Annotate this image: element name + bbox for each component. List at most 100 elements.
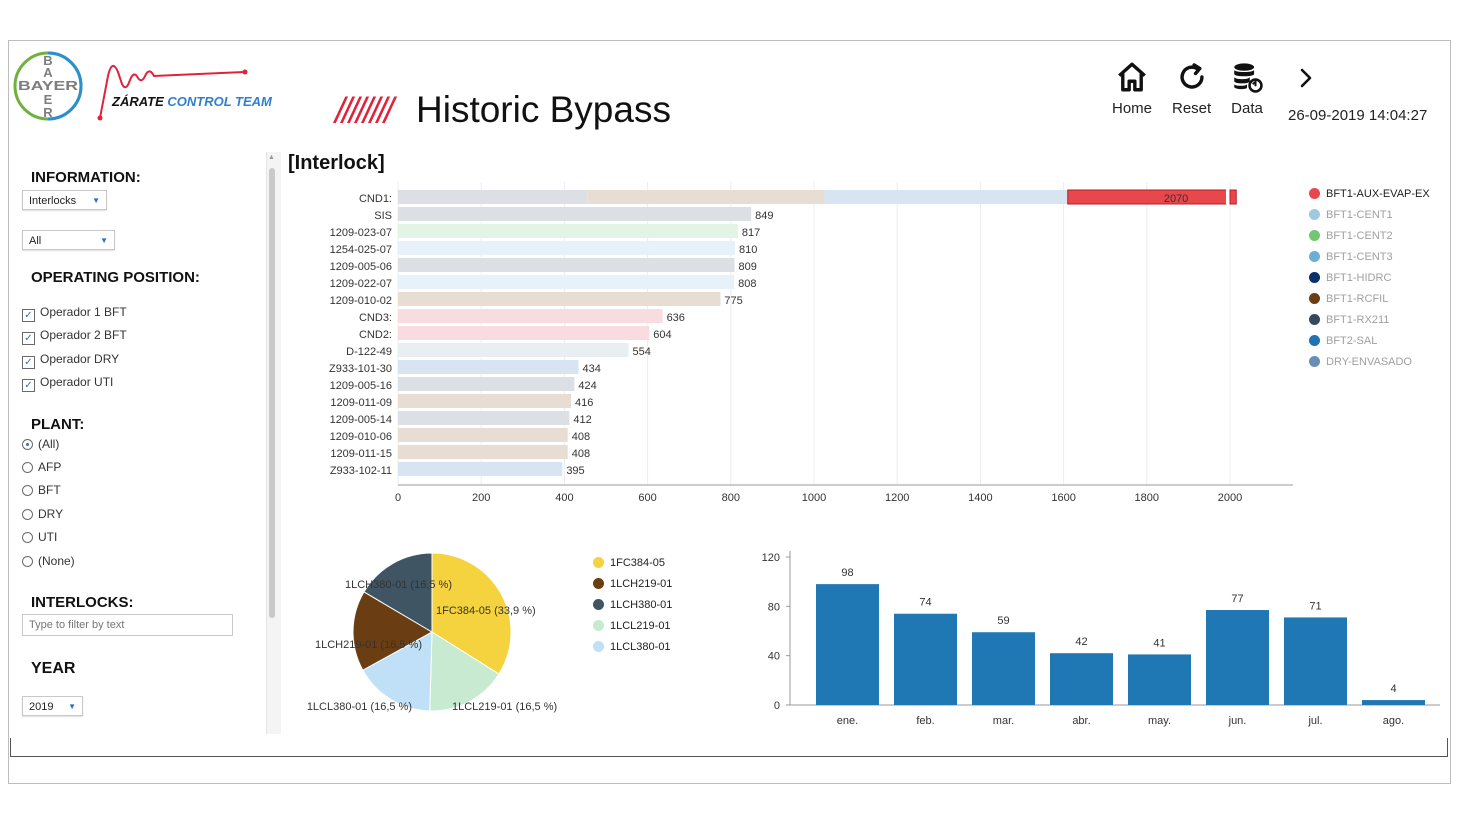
pie-legend-item[interactable]: 1LCH380-01 xyxy=(593,599,672,611)
next-button[interactable] xyxy=(1296,66,1316,96)
zarate-control-team-logo xyxy=(97,65,248,121)
legend-item[interactable]: BFT1-CENT2 xyxy=(1309,230,1393,242)
plant-radio-dry[interactable]: DRY xyxy=(22,507,63,521)
operator-checkbox-1[interactable]: ✓ Operador 1 BFT xyxy=(22,305,127,322)
bottom-divider-left xyxy=(10,738,11,756)
bar xyxy=(398,309,663,323)
legend-swatch xyxy=(1309,356,1320,367)
bar xyxy=(398,241,735,255)
category-label: 1209-010-06 xyxy=(330,431,392,443)
data-button[interactable]: Data xyxy=(1230,60,1264,117)
operating-position-heading: OPERATING POSITION: xyxy=(31,269,200,286)
dropdown-caret-icon: ▼ xyxy=(68,702,76,711)
pie-legend-item[interactable]: 1LCL219-01 xyxy=(593,620,671,632)
operator-checkbox-dry[interactable]: ✓ Operador DRY xyxy=(22,352,119,369)
interlock-filter-input[interactable] xyxy=(22,614,233,636)
x-tick-label: 1200 xyxy=(885,492,909,504)
legend-label: 1LCL219-01 xyxy=(610,620,671,632)
datetime-display: 26-09-2019 14:04:27 xyxy=(1288,107,1428,124)
bar xyxy=(398,258,735,272)
zarate-control-team-text: ZÁRATE CONTROL TEAM xyxy=(112,94,272,109)
legend-swatch xyxy=(1309,272,1320,283)
pie-legend-item[interactable]: 1FC384-05 xyxy=(593,557,665,569)
checkbox-check-icon: ✓ xyxy=(22,309,35,322)
operator-checkbox-2[interactable]: ✓ Operador 2 BFT xyxy=(22,328,127,345)
category-label: CND2: xyxy=(359,329,392,341)
legend-item[interactable]: BFT1-RX211 xyxy=(1309,314,1389,326)
bar-value-label: 817 xyxy=(742,227,760,239)
pie-legend-item[interactable]: 1LCH219-01 xyxy=(593,578,672,590)
home-button[interactable]: Home xyxy=(1112,60,1152,117)
legend-label: BFT1-RCFIL xyxy=(1326,293,1389,305)
pie-slice xyxy=(431,552,512,675)
plant-radio-all[interactable]: (All) xyxy=(22,437,59,451)
legend-swatch xyxy=(593,599,604,610)
x-tick-label: 2000 xyxy=(1218,492,1242,504)
legend-swatch xyxy=(593,641,604,652)
x-tick-label: 1400 xyxy=(968,492,992,504)
legend-item[interactable]: BFT2-SAL xyxy=(1309,335,1377,347)
plant-radio-afp[interactable]: AFP xyxy=(22,460,61,474)
bar-value-label: 77 xyxy=(1231,593,1243,605)
dropdown-caret-icon: ▼ xyxy=(92,196,100,205)
category-label: 1209-010-02 xyxy=(330,295,392,307)
legend-item[interactable]: BFT1-AUX-EVAP-EX xyxy=(1309,188,1430,200)
page-title: Historic Bypass xyxy=(416,89,671,130)
legend-item[interactable]: BFT1-CENT1 xyxy=(1309,209,1393,221)
bar xyxy=(1362,700,1425,705)
plant-radio-none[interactable]: (None) xyxy=(22,554,75,568)
reset-button[interactable]: Reset xyxy=(1172,60,1211,117)
section-title: [Interlock] xyxy=(288,152,385,174)
x-tick-label: jul. xyxy=(1307,715,1322,727)
plant-radio-bft[interactable]: BFT xyxy=(22,483,61,497)
category-label: 1209-022-07 xyxy=(330,278,392,290)
category-label: SIS xyxy=(374,210,392,222)
bar xyxy=(816,584,879,705)
x-tick-label: jun. xyxy=(1228,715,1247,727)
plant-radio-uti[interactable]: UTI xyxy=(22,530,57,544)
svg-text:E: E xyxy=(44,92,53,107)
legend-item[interactable]: BFT1-CENT3 xyxy=(1309,251,1393,263)
legend-swatch xyxy=(1309,251,1320,262)
operator-checkbox-uti[interactable]: ✓ Operador UTI xyxy=(22,375,113,392)
bar-value-label: 412 xyxy=(573,414,591,426)
x-tick-label: ago. xyxy=(1383,715,1404,727)
legend-swatch xyxy=(1309,230,1320,241)
legend-label: BFT1-HIDRC xyxy=(1326,272,1392,284)
bar xyxy=(398,326,650,340)
scroll-up-arrow-icon[interactable]: ▲ xyxy=(268,154,275,161)
legend-item[interactable]: DRY-ENVASADO xyxy=(1309,356,1412,368)
legend-swatch xyxy=(1309,314,1320,325)
bar-value-label: 604 xyxy=(653,329,671,341)
legend-item[interactable]: BFT1-HIDRC xyxy=(1309,272,1391,284)
bar xyxy=(1128,654,1191,705)
category-label: 1209-005-16 xyxy=(330,380,392,392)
bar-value-label: 395 xyxy=(566,465,584,477)
bar-value-label: 636 xyxy=(667,312,685,324)
category-label: Z933-101-30 xyxy=(329,363,392,375)
sidebar-scroll-thumb[interactable] xyxy=(269,168,275,618)
information-select[interactable]: Interlocks ▼ xyxy=(22,190,107,210)
bar xyxy=(1206,610,1269,705)
interlock-pie-chart: 1FC384-05 (33,9 %) 1LCL219-01 (16,5 %) 1LC… xyxy=(307,552,557,713)
pie-legend-item[interactable]: 1LCL380-01 xyxy=(593,641,671,653)
bar xyxy=(398,411,570,425)
x-tick-label: feb. xyxy=(916,715,934,727)
bar xyxy=(398,292,721,306)
year-select[interactable]: 2019 ▼ xyxy=(22,696,83,716)
legend-label: BFT1-CENT1 xyxy=(1326,209,1393,221)
bar xyxy=(398,360,579,374)
bar-value-label: 810 xyxy=(739,244,757,256)
bar xyxy=(398,394,572,408)
bar xyxy=(398,224,738,238)
svg-text:A: A xyxy=(43,65,53,80)
bar-value-label: 42 xyxy=(1075,636,1087,648)
legend-item[interactable]: BFT1-RCFIL xyxy=(1309,293,1388,305)
legend-swatch xyxy=(593,557,604,568)
scope-select[interactable]: All ▼ xyxy=(22,230,115,250)
legend-swatch xyxy=(1309,335,1320,346)
category-label: 1209-011-15 xyxy=(330,448,392,460)
bar-value-label: 424 xyxy=(578,380,596,392)
bar xyxy=(398,343,629,357)
bar xyxy=(398,377,575,391)
